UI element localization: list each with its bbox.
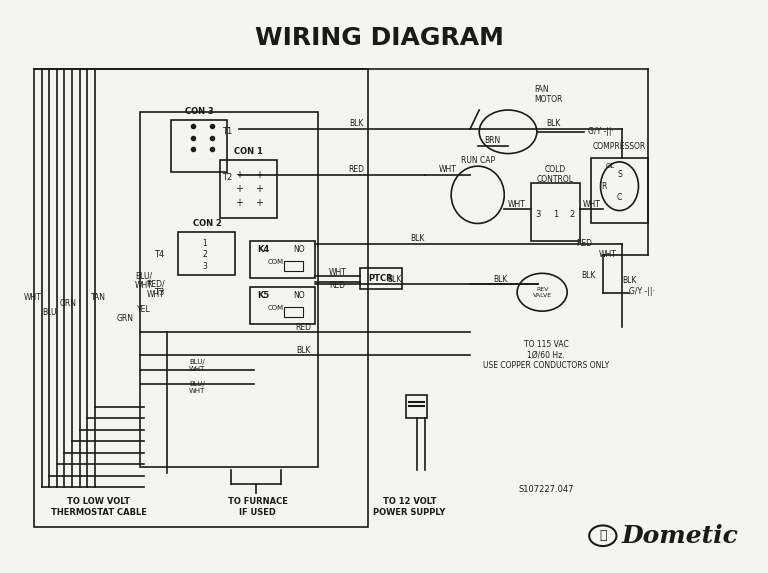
Text: WHT: WHT [582,200,601,209]
Text: T1: T1 [223,127,233,136]
Text: BLU/
WHT: BLU/ WHT [135,271,153,291]
Text: 1: 1 [553,210,558,219]
Text: BLK: BLK [410,234,424,244]
Text: RED: RED [329,281,346,290]
Text: WHT: WHT [599,250,617,260]
Text: COMPRESSOR: COMPRESSOR [593,142,646,151]
Text: BLK: BLK [546,119,561,128]
Text: TO FURNACE
IF USED: TO FURNACE IF USED [228,497,288,517]
Text: NO: NO [293,245,306,254]
Text: FAN
MOTOR: FAN MOTOR [535,85,563,104]
Text: 3: 3 [535,210,541,219]
Text: G/Y -||·: G/Y -||· [588,127,614,136]
Text: BLK: BLK [387,274,402,284]
Text: CON 3: CON 3 [185,107,214,116]
Text: RED: RED [296,323,311,332]
Text: BLU/
WHT: BLU/ WHT [189,382,205,394]
Text: BRN: BRN [485,136,501,145]
Text: RED/
WHT: RED/ WHT [146,280,165,299]
Text: REV
VALVE: REV VALVE [532,287,551,297]
Text: WHT: WHT [508,200,526,209]
Text: ORN: ORN [60,299,77,308]
Text: +: + [235,184,243,194]
Text: BLK: BLK [581,270,595,280]
Text: RUN CAP: RUN CAP [461,156,495,165]
Text: C: C [617,193,622,202]
Text: BLK: BLK [296,346,310,355]
Text: TO LOW VOLT
THERMOSTAT CABLE: TO LOW VOLT THERMOSTAT CABLE [51,497,147,517]
Text: 3: 3 [202,262,207,271]
Text: TO 115 VAC
1Ø/60 Hz.
USE COPPER CONDUCTORS ONLY: TO 115 VAC 1Ø/60 Hz. USE COPPER CONDUCTO… [483,340,609,370]
Text: R: R [601,182,607,191]
Text: T4: T4 [154,250,164,260]
Text: T2: T2 [223,173,233,182]
Text: COM: COM [268,259,284,265]
Text: CON 1: CON 1 [234,147,263,156]
Text: WHT: WHT [329,268,346,277]
Text: COM: COM [268,305,284,311]
Text: BLK: BLK [349,119,363,128]
Text: K5: K5 [258,291,270,300]
Text: 2: 2 [570,210,575,219]
Text: +: + [235,170,243,180]
Text: PTCR: PTCR [369,274,393,283]
Text: YEL: YEL [137,305,151,314]
Text: BLU: BLU [42,308,57,317]
Text: COLD
CONTROL: COLD CONTROL [537,165,574,185]
Text: G/Y -||·: G/Y -||· [629,286,655,296]
Text: CON 2: CON 2 [193,219,221,228]
Text: K4: K4 [258,245,270,254]
Text: Dometic: Dometic [622,524,739,548]
Text: OL: OL [606,163,615,169]
Text: S: S [617,170,622,179]
Text: BLK: BLK [622,276,637,285]
Text: ⓘ: ⓘ [599,529,607,542]
Text: 1: 1 [202,239,207,248]
Text: 2: 2 [202,250,207,260]
Text: WIRING DIAGRAM: WIRING DIAGRAM [255,26,504,50]
Text: BLK: BLK [493,274,508,284]
Text: TAN: TAN [91,293,106,303]
Text: +: + [255,198,263,209]
Text: T3: T3 [154,288,164,297]
Text: +: + [255,170,263,180]
Text: RED: RED [576,239,592,248]
Text: TO 12 VOLT
POWER SUPPLY: TO 12 VOLT POWER SUPPLY [373,497,445,517]
Text: NO: NO [293,291,306,300]
Text: GRN: GRN [117,313,134,323]
Text: RED: RED [349,164,364,174]
Text: +: + [235,198,243,209]
Text: WHT: WHT [439,164,456,174]
Text: S107227.047: S107227.047 [518,485,574,494]
Text: WHT: WHT [24,293,41,303]
Text: +: + [255,184,263,194]
Text: BLU/
WHT: BLU/ WHT [189,359,205,371]
